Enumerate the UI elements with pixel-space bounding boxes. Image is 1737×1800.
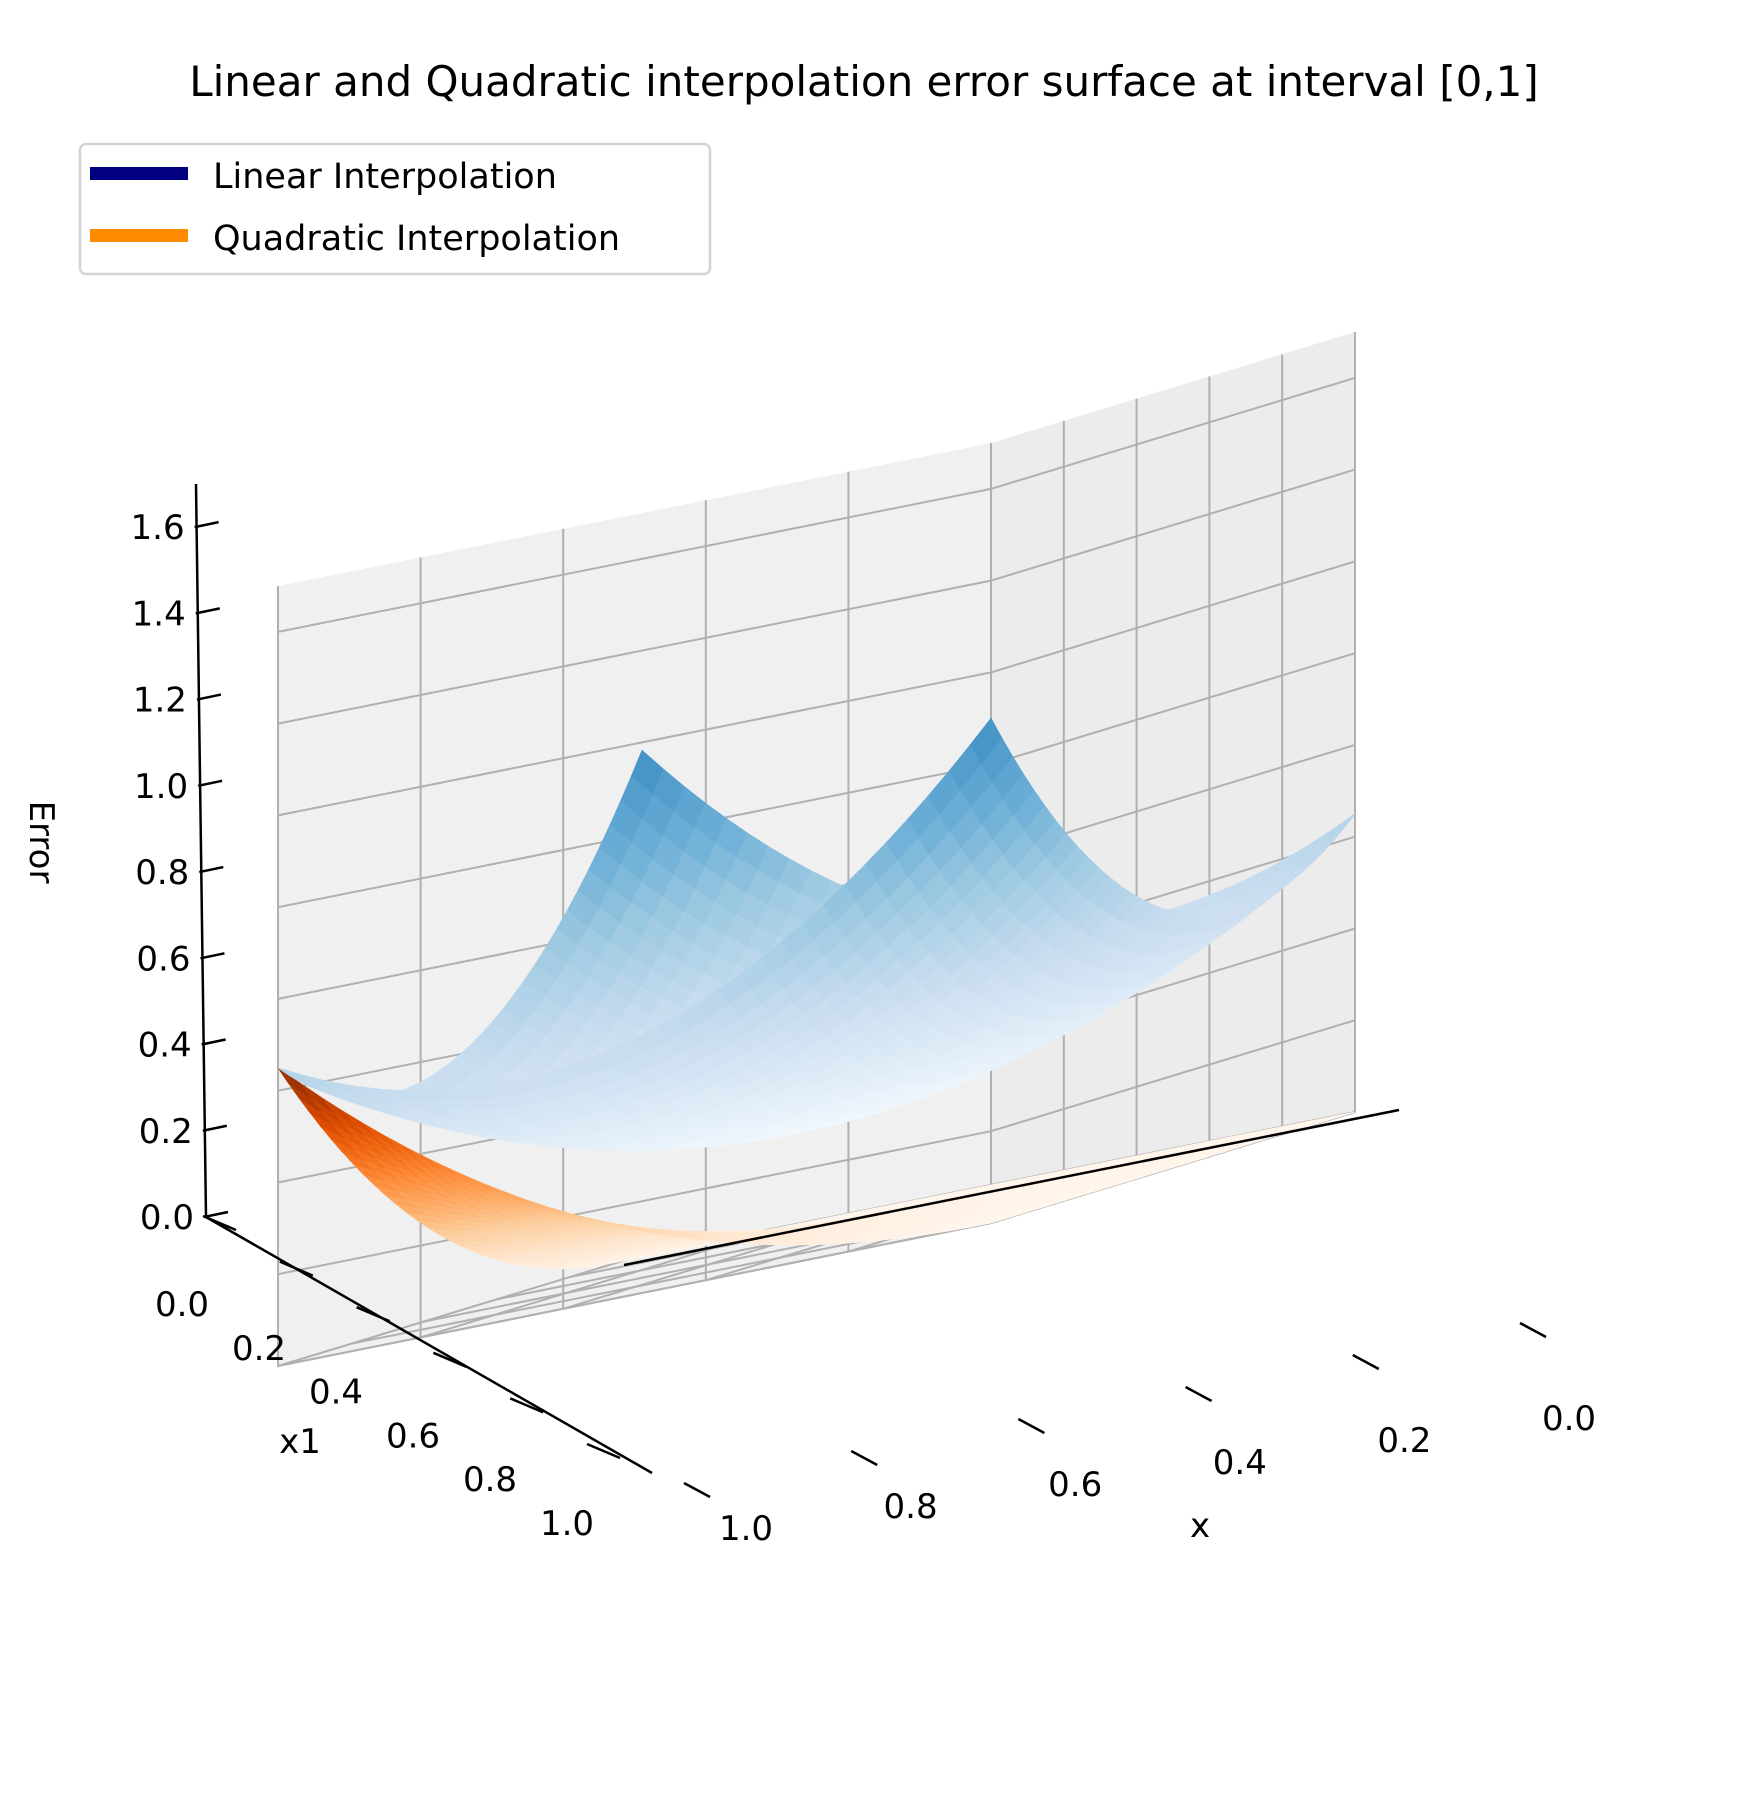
y-tick [432,1351,467,1368]
z-tick-label: 0.6 [136,939,190,979]
axis-lines [194,483,1400,1475]
z-tick-label: 1.2 [133,681,187,721]
z-tick [197,779,223,788]
grid-line [277,376,1356,633]
legend-swatch-linear [90,167,188,180]
z-tick [195,607,221,615]
surface-patch [277,1067,310,1083]
x-axis-label: x [1190,1506,1210,1546]
y-tick-label: 0.0 [155,1285,209,1325]
z-tick-label: 1.0 [134,767,188,807]
surface-linear [277,717,1356,1151]
z-tick [200,952,225,960]
x-tick [850,1449,878,1467]
z-tick-label: 0.2 [139,1112,193,1152]
grid-line [277,468,1356,725]
y-tick [356,1306,391,1323]
legend: Linear Interpolation Quadratic Interpola… [78,142,712,276]
x-tick-label: 0.2 [1377,1421,1431,1461]
x-tick-label: 0.0 [1542,1399,1596,1439]
x-tick [1017,1417,1045,1435]
legend-label-quadratic: Quadratic Interpolation [213,219,620,259]
z-tick-label: 0.4 [138,1026,192,1066]
z-tick [202,1124,228,1132]
z-tick-label: 1.4 [132,594,186,634]
y-tick [279,1260,314,1277]
legend-swatch-quadratic [90,229,188,242]
y-axis-line [205,1215,653,1475]
y-tick-label: 1.0 [540,1504,594,1544]
tick-labels: 0.0 0.2 0.4 0.6 0.8 1.0 1.2 1.4 1.6 0.0 0.2 0.4 0.6 0… [131,508,1597,1549]
y-tick [202,1214,237,1232]
z-axis-label: Error [21,801,61,884]
chart-title: Linear and Quadratic interpolation error… [189,57,1539,106]
x-tick-label: 0.6 [1048,1465,1102,1505]
x-tick [1519,1321,1547,1339]
z-tick-label: 0.0 [140,1198,194,1238]
z-tick-label: 0.8 [135,853,189,893]
legend-label-linear: Linear Interpolation [213,157,557,197]
grid-line [277,560,1356,817]
z-tick [201,1038,226,1046]
x-tick-label: 0.4 [1213,1443,1267,1483]
z-tick-label: 1.6 [131,508,185,548]
x-tick [1352,1353,1380,1371]
back-pane-y [991,332,1355,1223]
y-tick-label: 0.2 [232,1329,286,1369]
x-tick-label: 1.0 [719,1509,773,1549]
z-tick [194,520,219,529]
x-tick-label: 0.8 [884,1487,938,1527]
x-tick [1185,1385,1213,1403]
z-axis-line [194,483,208,1218]
z-tick [196,693,222,701]
x-tick [683,1481,711,1499]
y-tick-label: 0.8 [463,1460,517,1500]
y-axis-label: x1 [279,1422,321,1462]
y-tick-label: 0.4 [309,1373,363,1413]
x-axis-line [623,1108,1400,1267]
y-tick [509,1397,544,1414]
z-tick [199,865,224,874]
y-tick [586,1442,621,1460]
z-tick [203,1210,229,1219]
y-tick-label: 0.6 [386,1416,440,1456]
legend-frame [78,142,712,276]
